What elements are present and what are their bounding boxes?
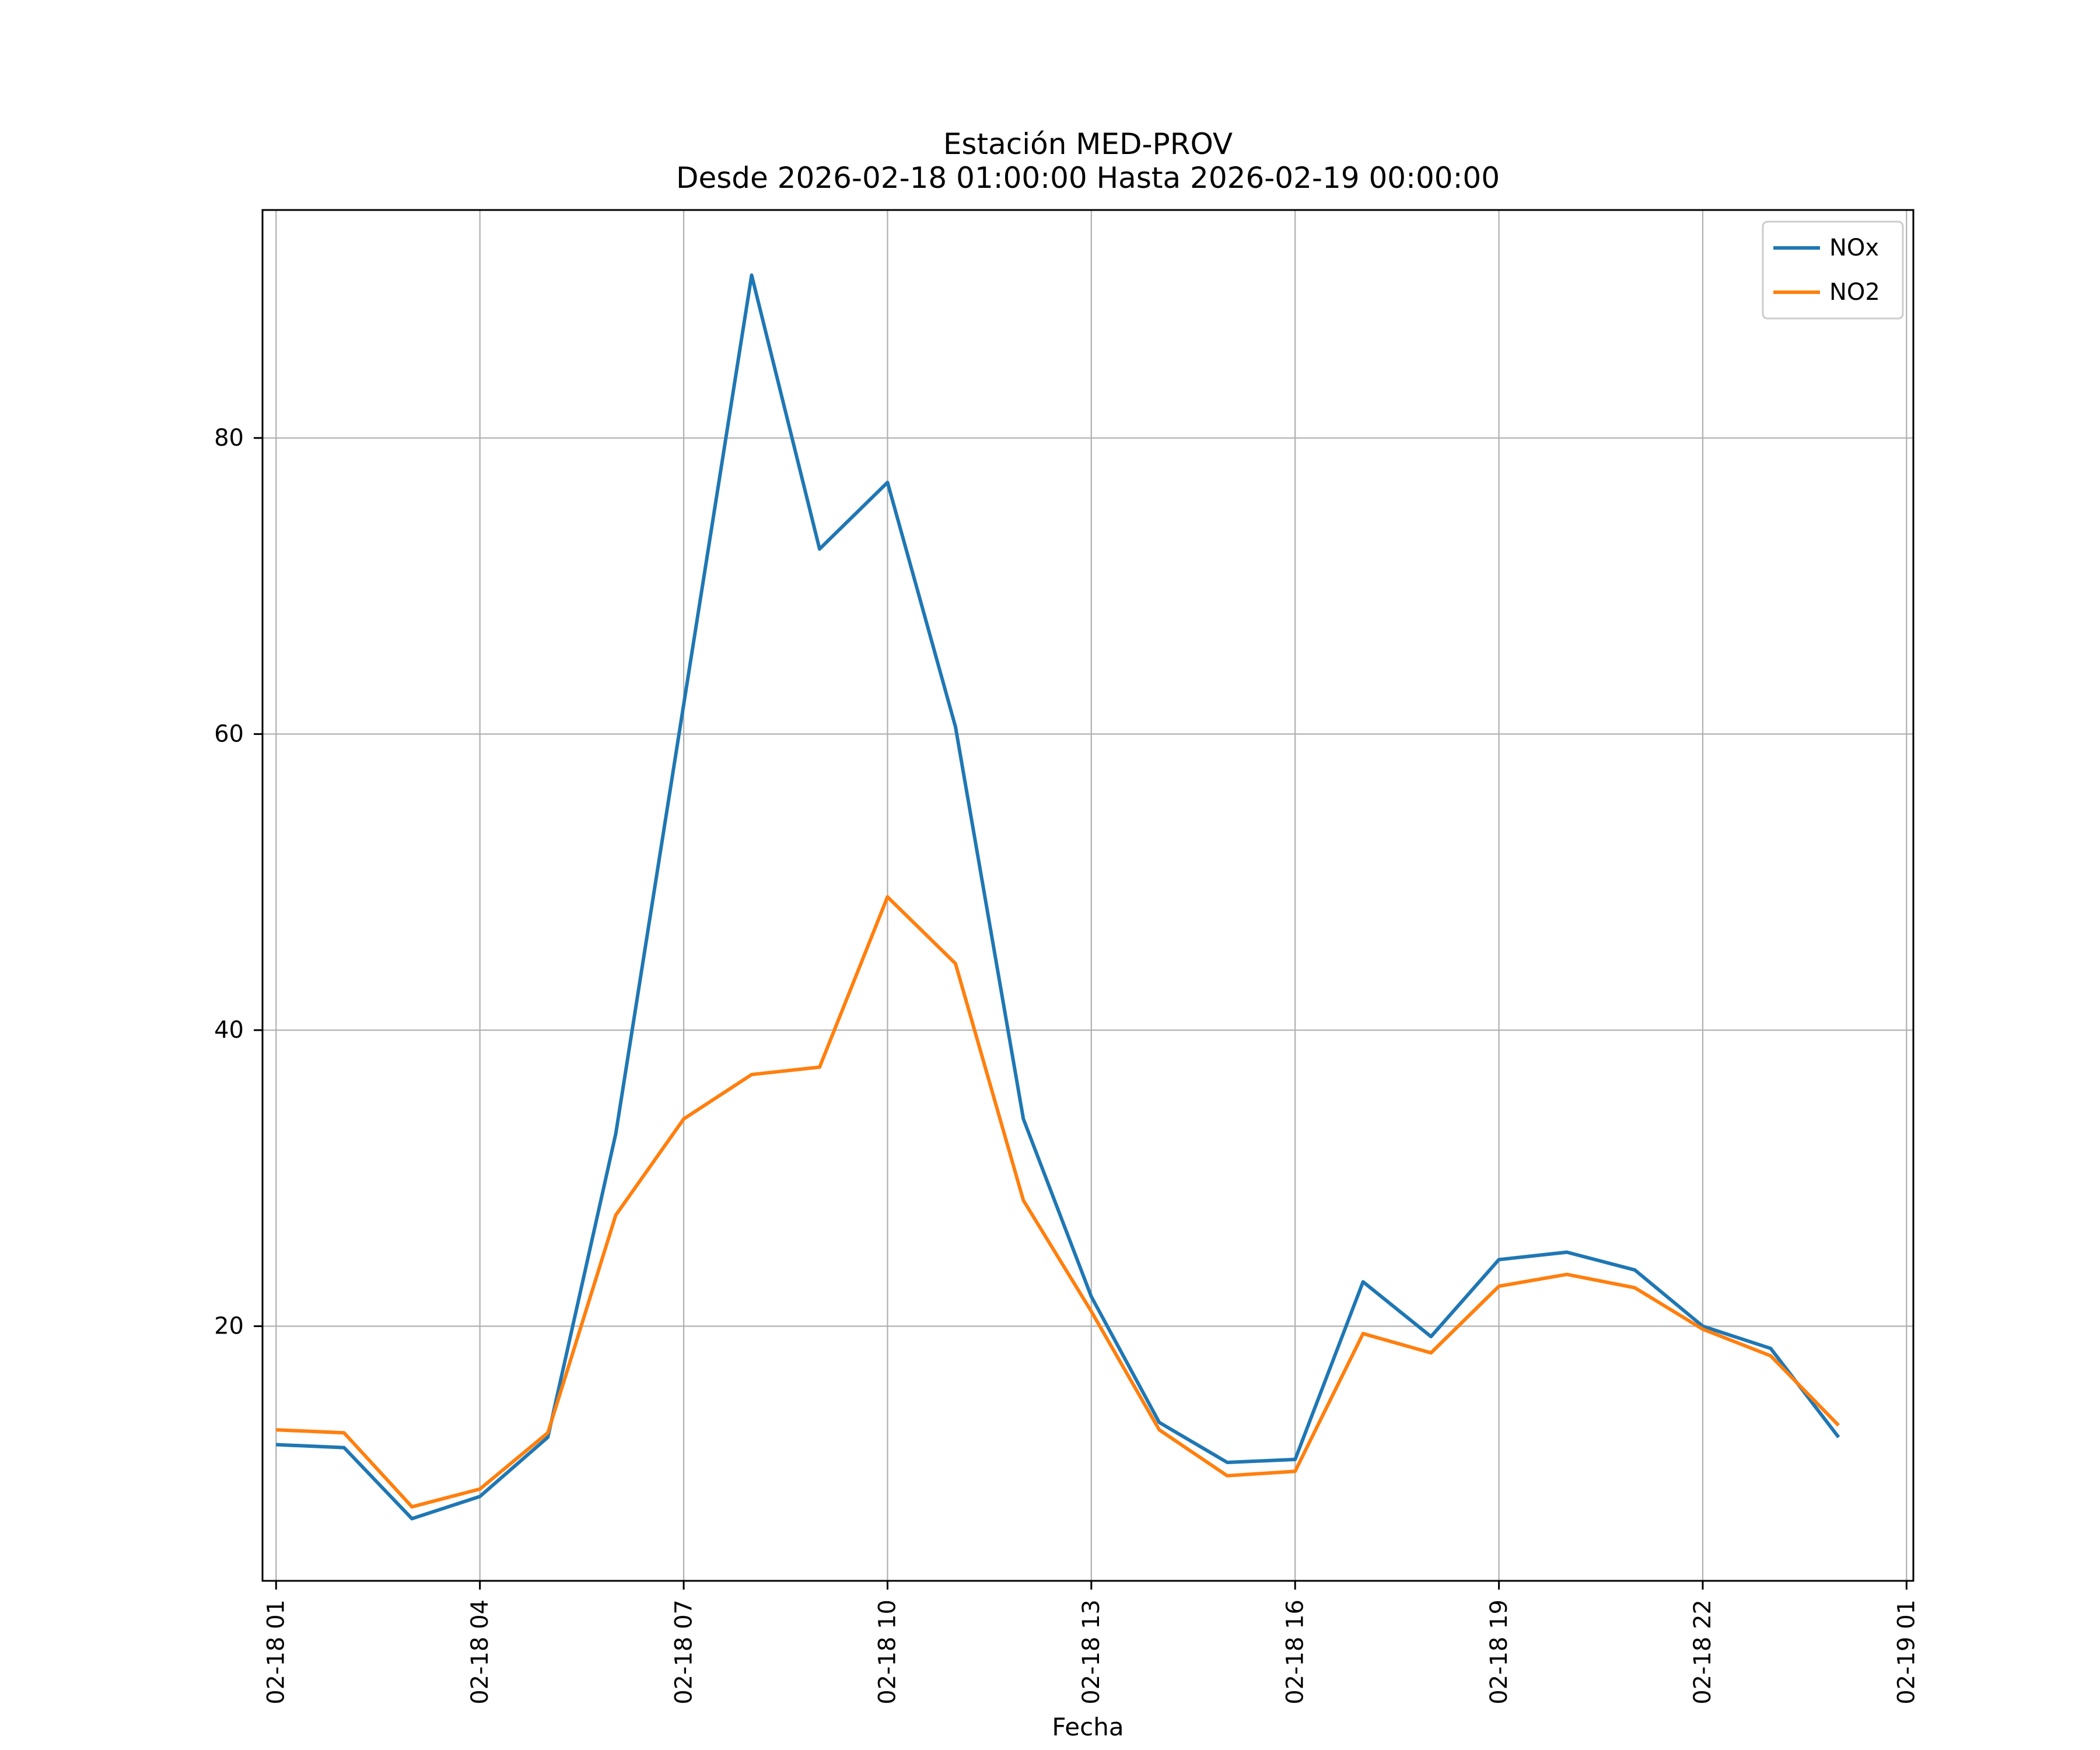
legend-label-NO2: NO2 <box>1829 279 1880 306</box>
y-tick-label: 80 <box>214 425 244 452</box>
plot-border <box>261 209 1915 1582</box>
x-axis-label: Fecha <box>1052 1713 1124 1741</box>
y-tick-label: 40 <box>214 1017 244 1044</box>
x-tick-label: 02-18 22 <box>1689 1600 1716 1704</box>
x-tick-label: 02-18 01 <box>262 1600 289 1704</box>
x-tick-label: 02-18 04 <box>467 1600 494 1704</box>
x-tick-label: 02-19 01 <box>1894 1600 1920 1704</box>
series-line-NO2 <box>276 895 1840 1509</box>
y-tick-label: 60 <box>214 721 244 748</box>
x-tick-label: 02-18 16 <box>1282 1600 1308 1704</box>
series-line-NOx <box>276 273 1840 1521</box>
x-tick-label: 02-18 10 <box>874 1600 901 1704</box>
y-tick-label: 20 <box>214 1313 244 1340</box>
x-tick-label: 02-18 19 <box>1486 1600 1513 1704</box>
chart-title: Estación MED-PROV <box>943 127 1233 161</box>
legend-box <box>1762 220 1904 320</box>
chart-subtitle: Desde 2026-02-18 01:00:00 Hasta 2026-02-… <box>676 161 1500 195</box>
chart-title-block: Estación MED-PROV Desde 2026-02-18 01:00… <box>262 127 1913 195</box>
x-tick-label: 02-18 13 <box>1078 1600 1105 1704</box>
legend-label-NOx: NOx <box>1829 235 1879 261</box>
x-tick-label: 02-18 07 <box>670 1600 697 1704</box>
